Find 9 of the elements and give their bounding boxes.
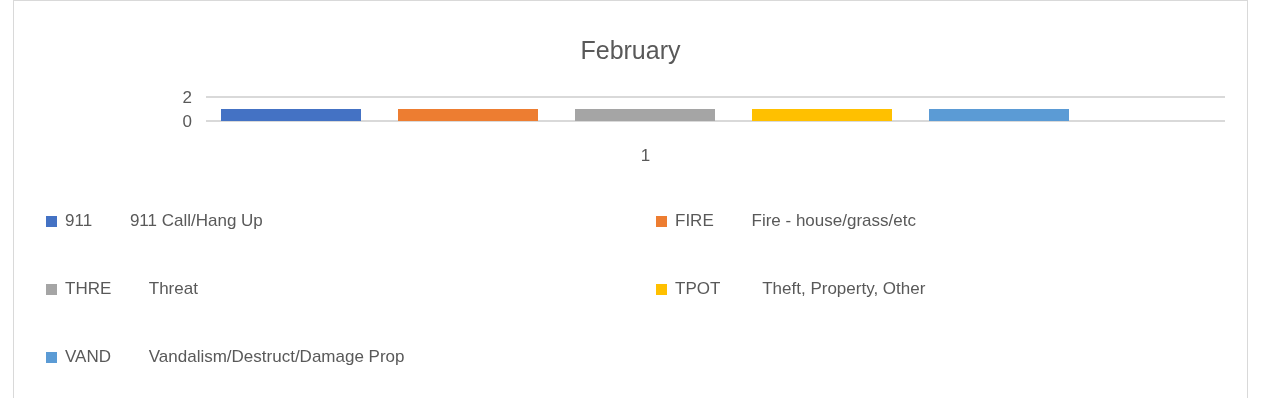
y-tick-label: 0 <box>182 112 192 132</box>
legend-label: THRE Threat <box>65 279 198 299</box>
y-tick-label: 2 <box>182 88 192 108</box>
legend-label: TPOT Theft, Property, Other <box>675 279 926 299</box>
legend-label: FIRE Fire - house/grass/etc <box>675 211 916 231</box>
legend-label: VAND Vandalism/Destruct/Damage Prop <box>65 347 405 367</box>
legend-label: 911 911 Call/Hang Up <box>65 211 263 231</box>
chart-title: February <box>580 36 681 64</box>
x-tick-label: 1 <box>640 146 651 166</box>
